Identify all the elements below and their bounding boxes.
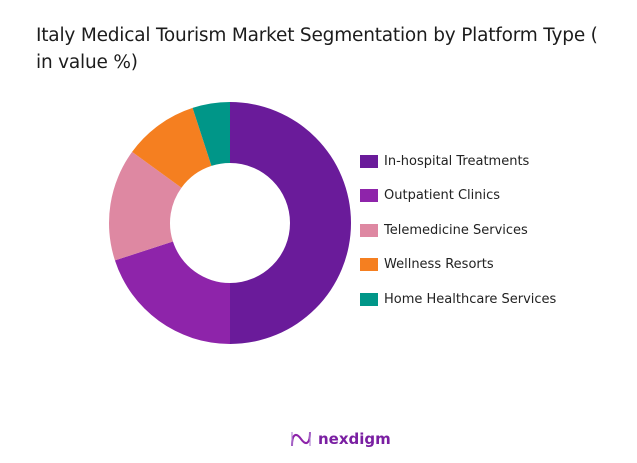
legend-swatch: [360, 258, 378, 272]
legend-item: In-hospital Treatments: [360, 144, 556, 179]
donut-chart: [109, 102, 351, 344]
donut-segment: [114, 241, 230, 344]
legend: In-hospital Treatments Outpatient Clinic…: [360, 144, 556, 317]
legend-item: Home Healthcare Services: [360, 282, 556, 317]
legend-swatch: [360, 292, 378, 306]
legend-swatch: [360, 154, 378, 168]
legend-label: Outpatient Clinics: [384, 188, 501, 204]
legend-swatch: [360, 189, 378, 203]
legend-label: Wellness Resorts: [384, 257, 494, 273]
nexdigm-logo-icon: [291, 431, 311, 447]
legend-label: In-hospital Treatments: [384, 153, 530, 169]
legend-item: Telemedicine Services: [360, 213, 556, 248]
legend-item: Wellness Resorts: [360, 248, 556, 283]
legend-swatch: [360, 223, 378, 237]
nexdigm-logo: nexdigm: [290, 430, 391, 448]
logo-text: nexdigm: [318, 430, 391, 448]
donut-segment: [109, 151, 182, 261]
donut-segment: [132, 107, 212, 188]
legend-label: Home Healthcare Services: [384, 291, 557, 307]
donut-segment: [230, 102, 351, 344]
legend-item: Outpatient Clinics: [360, 179, 556, 214]
legend-label: Telemedicine Services: [384, 222, 528, 238]
chart-title: Italy Medical Tourism Market Segmentatio…: [36, 25, 598, 73]
donut-segment: [192, 102, 230, 166]
